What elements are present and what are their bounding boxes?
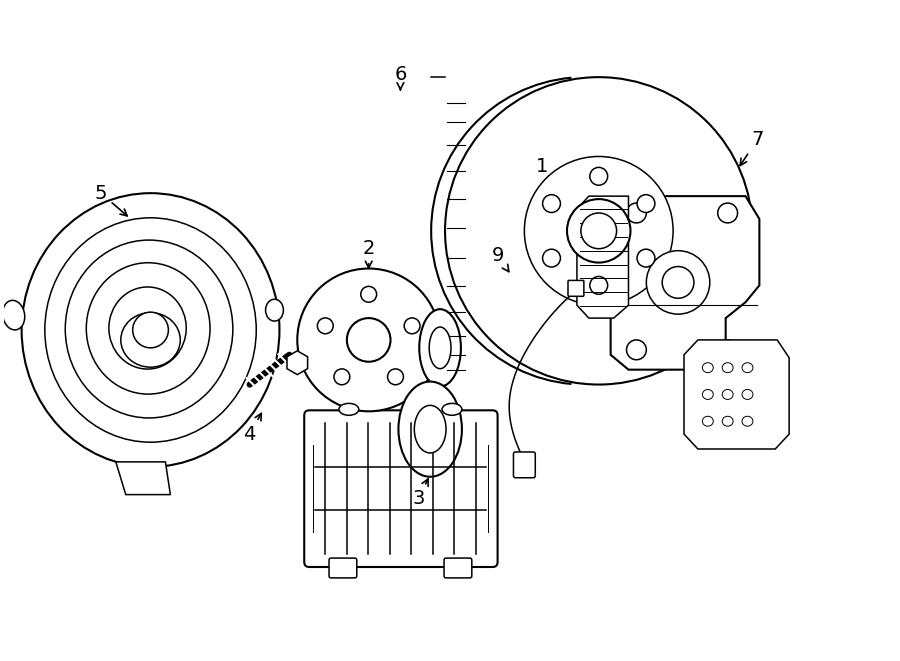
Ellipse shape (429, 327, 451, 369)
Circle shape (132, 312, 168, 348)
Ellipse shape (702, 363, 714, 373)
Ellipse shape (419, 309, 461, 387)
FancyBboxPatch shape (444, 558, 472, 578)
Ellipse shape (22, 193, 279, 467)
FancyBboxPatch shape (329, 558, 356, 578)
Ellipse shape (742, 363, 753, 373)
Circle shape (334, 369, 350, 385)
Circle shape (445, 77, 752, 385)
Text: 7: 7 (740, 130, 763, 165)
Polygon shape (577, 196, 628, 318)
Circle shape (662, 266, 694, 298)
Text: 4: 4 (244, 413, 261, 444)
Ellipse shape (702, 389, 714, 399)
Polygon shape (116, 462, 170, 494)
Circle shape (626, 340, 646, 360)
Ellipse shape (339, 403, 359, 415)
FancyBboxPatch shape (514, 452, 536, 478)
Text: 5: 5 (94, 184, 127, 216)
Circle shape (590, 167, 608, 185)
Ellipse shape (722, 389, 734, 399)
Text: 1: 1 (536, 157, 560, 190)
FancyBboxPatch shape (568, 280, 584, 296)
Ellipse shape (3, 300, 24, 330)
Ellipse shape (442, 403, 462, 415)
Text: 2: 2 (363, 239, 375, 268)
Circle shape (543, 249, 561, 267)
Ellipse shape (742, 389, 753, 399)
Circle shape (525, 157, 673, 305)
Circle shape (580, 213, 616, 249)
Circle shape (717, 340, 738, 360)
Text: 3: 3 (412, 479, 428, 508)
Ellipse shape (722, 416, 734, 426)
Circle shape (590, 276, 608, 294)
FancyBboxPatch shape (304, 410, 498, 567)
Circle shape (567, 199, 631, 262)
Text: 8: 8 (599, 160, 625, 192)
Circle shape (646, 251, 710, 314)
Circle shape (626, 203, 646, 223)
Circle shape (543, 194, 561, 212)
Text: 8: 8 (711, 338, 733, 364)
Polygon shape (684, 340, 789, 449)
Circle shape (637, 194, 655, 212)
Ellipse shape (742, 416, 753, 426)
Polygon shape (287, 351, 308, 375)
Ellipse shape (121, 313, 180, 368)
Ellipse shape (722, 363, 734, 373)
Polygon shape (610, 196, 760, 369)
Text: 9: 9 (491, 246, 508, 272)
Circle shape (404, 318, 420, 334)
Circle shape (388, 369, 403, 385)
Ellipse shape (399, 381, 462, 477)
Ellipse shape (414, 405, 446, 453)
Circle shape (346, 318, 391, 362)
Circle shape (717, 203, 738, 223)
Circle shape (297, 268, 440, 411)
Text: 6: 6 (394, 65, 407, 90)
Circle shape (318, 318, 333, 334)
Circle shape (637, 249, 655, 267)
Ellipse shape (702, 416, 714, 426)
Circle shape (361, 286, 376, 302)
Ellipse shape (266, 299, 284, 321)
